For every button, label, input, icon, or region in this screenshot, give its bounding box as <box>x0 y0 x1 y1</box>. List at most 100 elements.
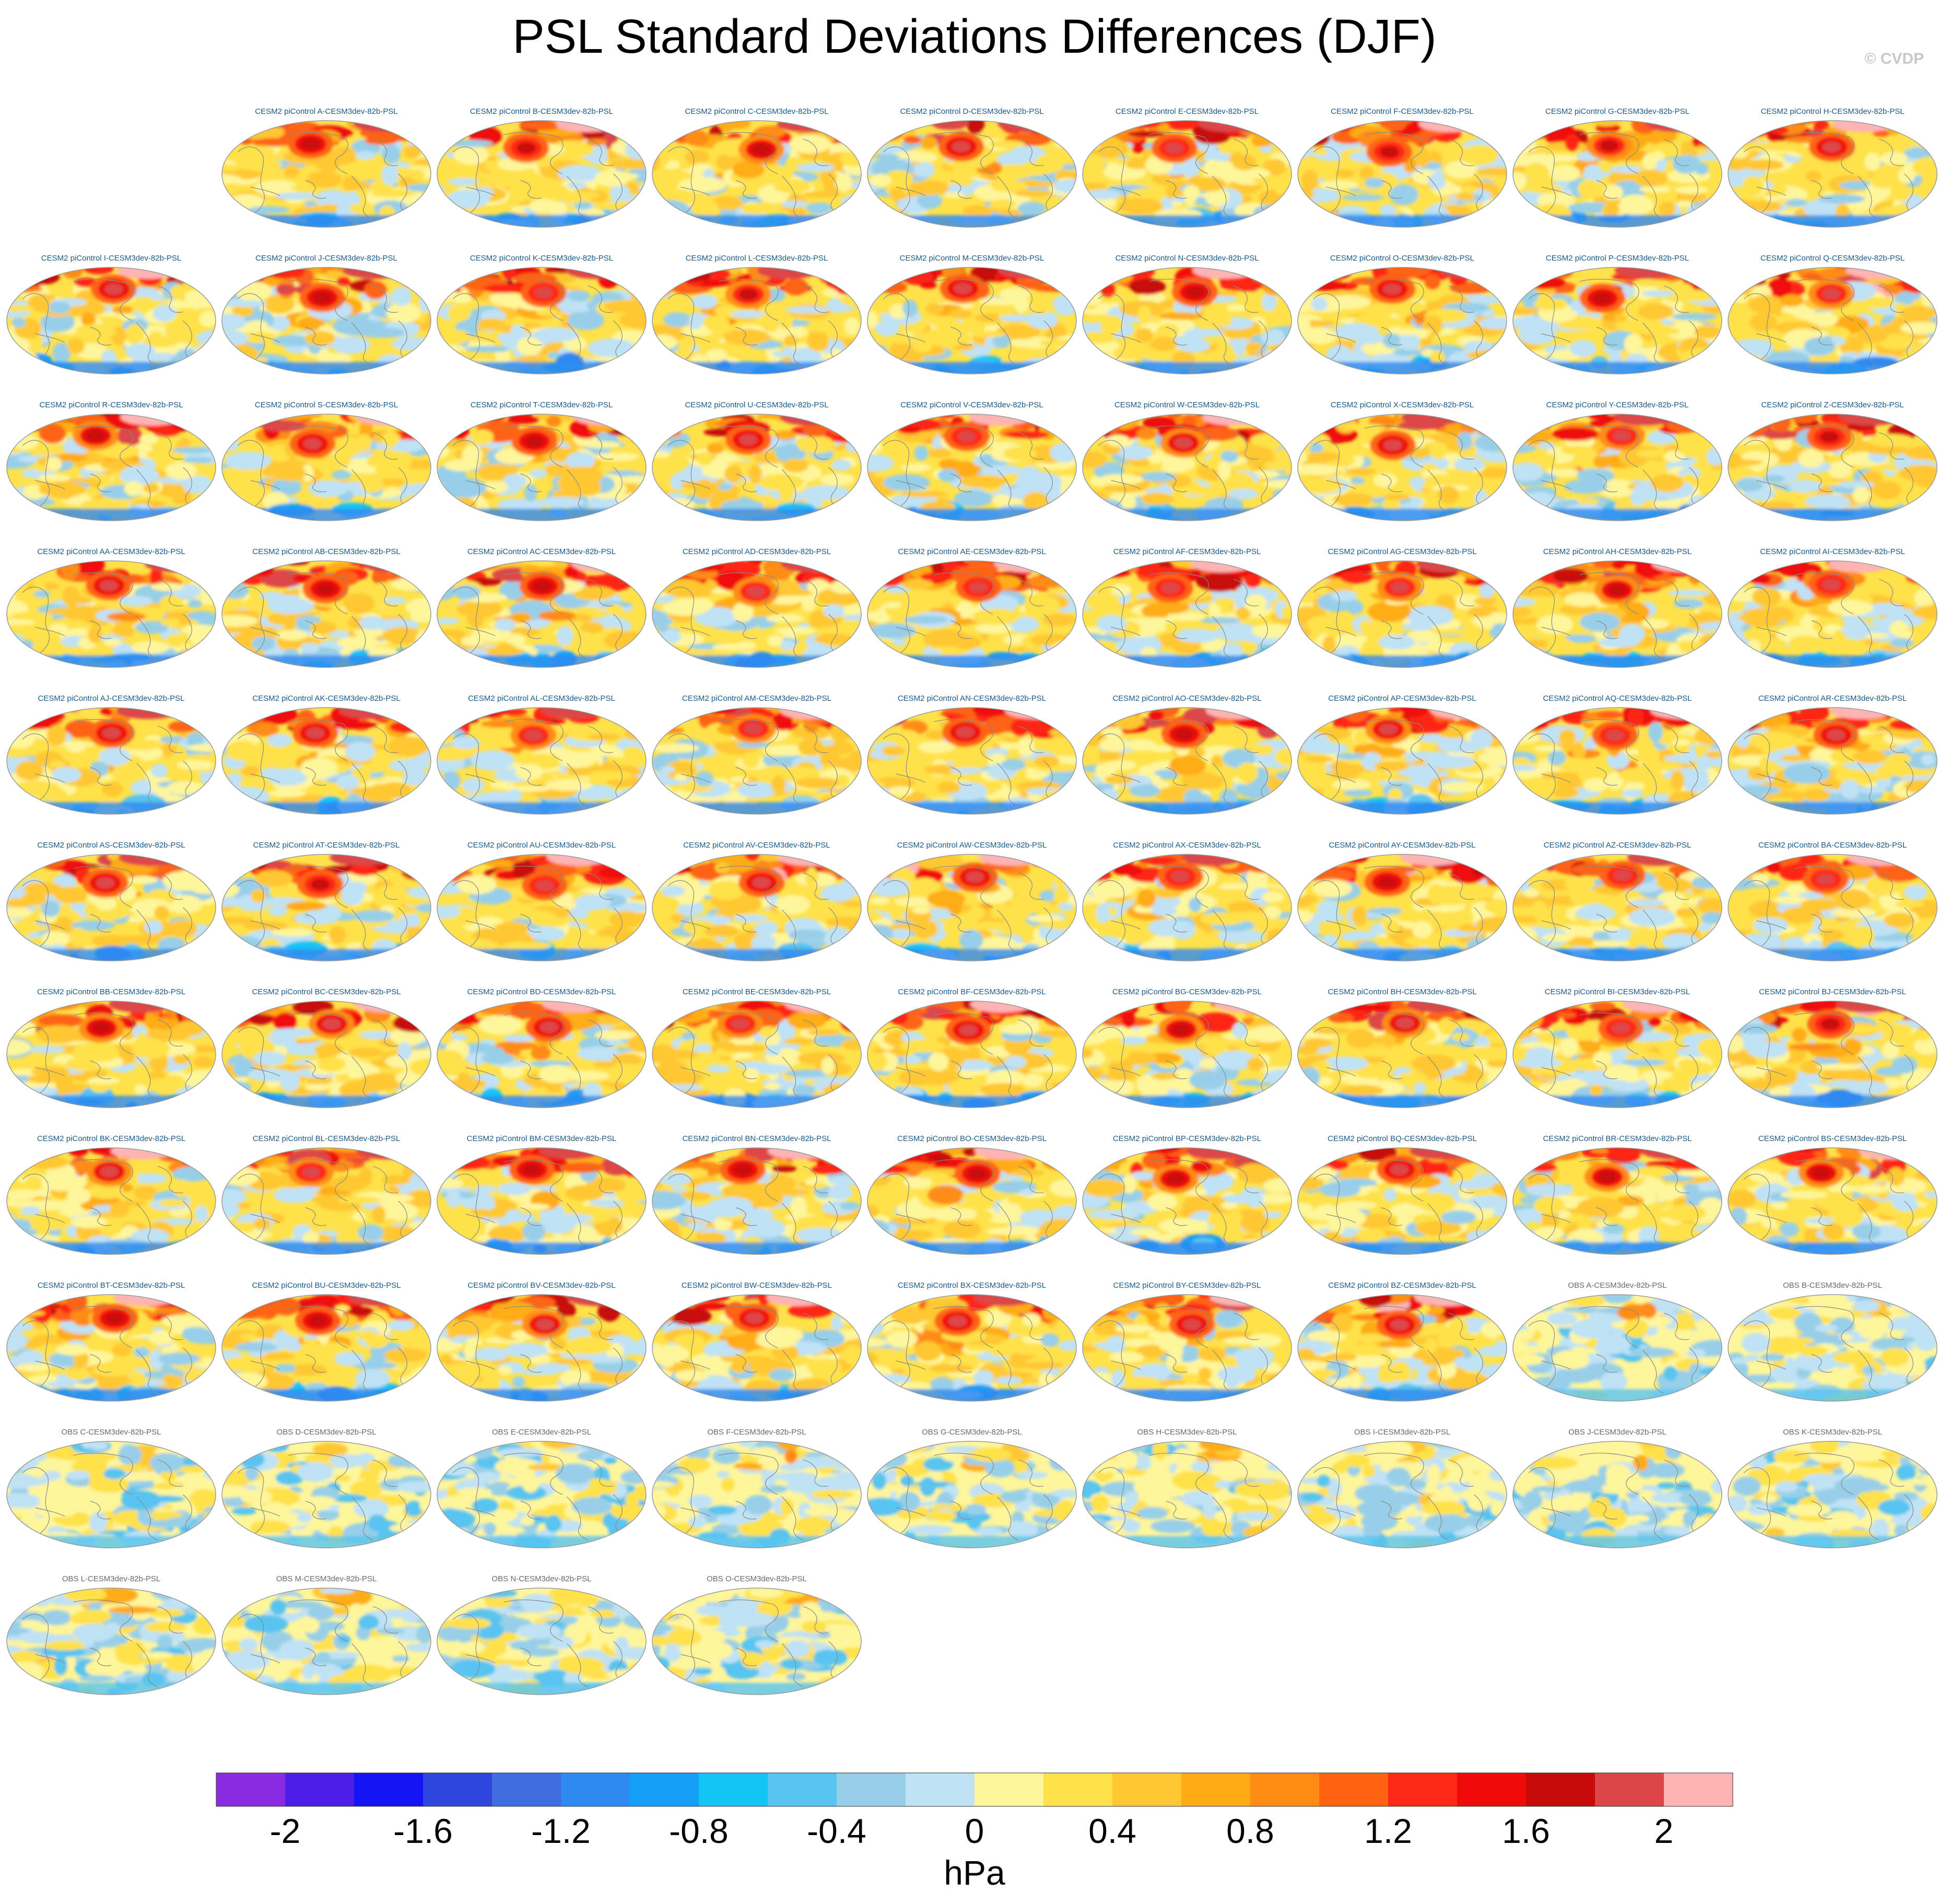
map-panel: CESM2 piControl BN-CESM3dev-82b-PSL <box>651 1134 862 1256</box>
map-field <box>221 414 431 521</box>
panel-title: CESM2 piControl U-CESM3dev-82b-PSL <box>685 401 829 409</box>
map-field <box>6 1001 216 1108</box>
map-field <box>6 1147 216 1255</box>
colorbar-bin <box>1043 1773 1113 1806</box>
map-field <box>437 854 647 961</box>
panel-title: CESM2 piControl BX-CESM3dev-82b-PSL <box>897 1281 1047 1290</box>
map-field <box>652 1147 862 1255</box>
map-panel: CESM2 piControl E-CESM3dev-82b-PSL <box>1082 107 1293 229</box>
map-panel: CESM2 piControl BZ-CESM3dev-82b-PSL <box>1297 1281 1508 1403</box>
panel-title: CESM2 piControl AB-CESM3dev-82b-PSL <box>252 547 401 556</box>
map-field <box>6 267 216 374</box>
panel-title: CESM2 piControl B-CESM3dev-82b-PSL <box>469 107 614 116</box>
map-field <box>1512 267 1722 374</box>
map-field <box>1512 1147 1722 1255</box>
map-panel: CESM2 piControl AP-CESM3dev-82b-PSL <box>1297 694 1508 816</box>
map-field <box>1512 1001 1722 1108</box>
map-panel: CESM2 piControl AV-CESM3dev-82b-PSL <box>651 841 862 963</box>
panel-title: CESM2 piControl AV-CESM3dev-82b-PSL <box>683 841 830 850</box>
map-panel: CESM2 piControl BI-CESM3dev-82b-PSL <box>1512 988 1723 1110</box>
map-field <box>437 1441 647 1548</box>
map-field <box>1082 1001 1292 1108</box>
map-panel: CESM2 piControl BB-CESM3dev-82b-PSL <box>6 988 217 1110</box>
panel-title: CESM2 piControl BJ-CESM3dev-82b-PSL <box>1759 988 1906 996</box>
map-field <box>867 1147 1077 1255</box>
map-field <box>867 707 1077 815</box>
map-field <box>1082 267 1292 374</box>
panel-title: CESM2 piControl BT-CESM3dev-82b-PSL <box>37 1281 185 1290</box>
panel-title: CESM2 piControl BR-CESM3dev-82b-PSL <box>1543 1134 1692 1143</box>
colorbar-frame <box>216 1772 1733 1807</box>
map-field <box>6 707 216 815</box>
map-field <box>1728 854 1938 961</box>
map-field <box>221 267 431 374</box>
map-panel: CESM2 piControl BE-CESM3dev-82b-PSL <box>651 988 862 1110</box>
page-title: PSL Standard Deviations Differences (DJF… <box>512 10 1437 63</box>
map-field <box>1512 1441 1722 1548</box>
panel-title: CESM2 piControl BG-CESM3dev-82b-PSL <box>1112 988 1262 996</box>
map-field <box>1082 120 1292 228</box>
map-field <box>1728 414 1938 521</box>
colorbar-tick-label: -1.6 <box>393 1812 453 1850</box>
panel-title: CESM2 piControl I-CESM3dev-82b-PSL <box>41 254 182 263</box>
map-field <box>221 1441 431 1548</box>
map-field <box>1728 560 1938 668</box>
map-field <box>1297 120 1507 228</box>
map-field <box>221 1147 431 1255</box>
map-field <box>1512 560 1722 668</box>
map-panel: CESM2 piControl AQ-CESM3dev-82b-PSL <box>1512 694 1723 816</box>
panel-title: CESM2 piControl AC-CESM3dev-82b-PSL <box>467 547 616 556</box>
panel-title: CESM2 piControl BZ-CESM3dev-82b-PSL <box>1328 1281 1476 1290</box>
colorbar-tick-label: -0.8 <box>669 1812 729 1850</box>
map-field <box>1297 1001 1507 1108</box>
panel-title: CESM2 piControl N-CESM3dev-82b-PSL <box>1115 254 1259 263</box>
map-field <box>6 1294 216 1402</box>
colorbar-bin <box>768 1773 837 1806</box>
map-field <box>437 1294 647 1402</box>
map-field <box>1728 1147 1938 1255</box>
panel-title: CESM2 piControl BI-CESM3dev-82b-PSL <box>1544 988 1690 996</box>
map-field <box>437 1147 647 1255</box>
map-field <box>6 1441 216 1548</box>
panel-title: CESM2 piControl Z-CESM3dev-82b-PSL <box>1761 401 1904 409</box>
map-panel: CESM2 piControl O-CESM3dev-82b-PSL <box>1297 254 1508 376</box>
colorbar-bin <box>1664 1773 1733 1806</box>
colorbar-tick-label: -0.4 <box>807 1812 866 1850</box>
panel-title: CESM2 piControl AT-CESM3dev-82b-PSL <box>253 841 400 850</box>
map-field <box>867 1294 1077 1402</box>
panel-title: OBS E-CESM3dev-82b-PSL <box>491 1428 592 1437</box>
map-field <box>867 854 1077 961</box>
map-panel: OBS H-CESM3dev-82b-PSL <box>1082 1428 1293 1550</box>
colorbar-tick-label: 0.4 <box>1088 1812 1136 1850</box>
panel-title: CESM2 piControl BV-CESM3dev-82b-PSL <box>467 1281 616 1290</box>
panel-title: OBS D-CESM3dev-82b-PSL <box>276 1428 377 1437</box>
map-field <box>437 267 647 374</box>
map-panel: CESM2 piControl AD-CESM3dev-82b-PSL <box>651 547 862 669</box>
panel-title: CESM2 piControl AM-CESM3dev-82b-PSL <box>682 694 831 703</box>
panel-title: CESM2 piControl AK-CESM3dev-82b-PSL <box>252 694 401 703</box>
colorbar-bin <box>1595 1773 1664 1806</box>
map-field <box>867 1441 1077 1548</box>
colorbar-tick-label: 1.6 <box>1502 1812 1550 1850</box>
colorbar-bin <box>1250 1773 1320 1806</box>
map-field <box>437 414 647 521</box>
map-panel: CESM2 piControl X-CESM3dev-82b-PSL <box>1297 401 1508 523</box>
panel-title: CESM2 piControl P-CESM3dev-82b-PSL <box>1545 254 1689 263</box>
panel-title: CESM2 piControl AO-CESM3dev-82b-PSL <box>1112 694 1262 703</box>
map-field <box>221 854 431 961</box>
map-panel: CESM2 piControl AF-CESM3dev-82b-PSL <box>1082 547 1293 669</box>
panel-title: CESM2 piControl L-CESM3dev-82b-PSL <box>685 254 828 263</box>
map-field <box>1728 1441 1938 1548</box>
map-panel: OBS M-CESM3dev-82b-PSL <box>221 1574 432 1697</box>
map-panel: CESM2 piControl AA-CESM3dev-82b-PSL <box>6 547 217 669</box>
map-field <box>652 1001 862 1108</box>
colorbar-units: hPa <box>944 1853 1005 1892</box>
map-panel: CESM2 piControl Z-CESM3dev-82b-PSL <box>1727 401 1938 523</box>
panel-title: CESM2 piControl V-CESM3dev-82b-PSL <box>900 401 1043 409</box>
map-panel: CESM2 piControl P-CESM3dev-82b-PSL <box>1512 254 1723 376</box>
map-panel: OBS A-CESM3dev-82b-PSL <box>1512 1281 1723 1403</box>
colorbar-bin <box>1319 1773 1389 1806</box>
map-panel: OBS O-CESM3dev-82b-PSL <box>651 1574 862 1697</box>
map-panel: CESM2 piControl BM-CESM3dev-82b-PSL <box>436 1134 647 1256</box>
panel-title: CESM2 piControl E-CESM3dev-82b-PSL <box>1115 107 1259 116</box>
